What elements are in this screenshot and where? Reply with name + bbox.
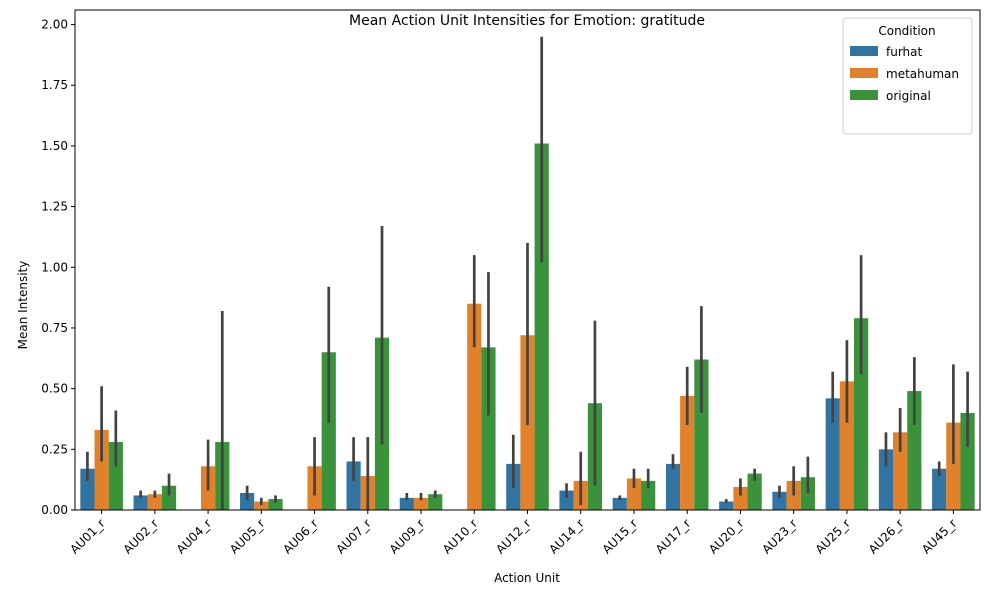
plot-frame bbox=[74, 9, 981, 511]
legend-title: Condition bbox=[878, 24, 935, 38]
y-tick-label: 0.00 bbox=[41, 503, 68, 517]
bar-metahuman bbox=[467, 303, 482, 510]
bar-original bbox=[161, 485, 177, 510]
bar-metahuman bbox=[893, 432, 908, 510]
bar-original bbox=[428, 494, 443, 510]
bar-metahuman bbox=[626, 478, 642, 510]
bar-furhat bbox=[932, 468, 947, 510]
y-tick-label: 1.50 bbox=[41, 139, 68, 153]
bar-furhat bbox=[399, 497, 414, 510]
bar-original bbox=[907, 391, 922, 510]
x-axis-label: Action Unit bbox=[494, 571, 560, 585]
bar-original bbox=[534, 143, 549, 510]
bar-metahuman bbox=[680, 395, 695, 510]
legend: Condition furhat metahuman original bbox=[842, 17, 973, 135]
bar-metahuman bbox=[839, 381, 855, 510]
legend-swatch-original bbox=[850, 90, 878, 100]
legend-label-furhat: furhat bbox=[886, 45, 923, 59]
bar-furhat bbox=[559, 490, 574, 510]
bar-original bbox=[854, 318, 869, 510]
bar-furhat bbox=[878, 449, 894, 510]
bar-metahuman bbox=[733, 486, 748, 510]
bar-original bbox=[481, 347, 496, 510]
bar-metahuman bbox=[413, 497, 429, 510]
y-tick-label: 0.25 bbox=[41, 442, 68, 456]
bar-original bbox=[960, 412, 975, 510]
bar-metahuman bbox=[254, 501, 269, 510]
legend-swatch-furhat bbox=[850, 46, 878, 56]
y-axis-label: Mean Intensity bbox=[16, 261, 30, 350]
y-tick-label: 0.50 bbox=[41, 382, 68, 396]
y-tick-label: 1.00 bbox=[41, 260, 68, 274]
bar-furhat bbox=[665, 463, 681, 510]
bar-furhat bbox=[133, 495, 148, 510]
bar-original bbox=[694, 359, 709, 510]
bar-metahuman bbox=[94, 429, 109, 510]
bar-original bbox=[747, 473, 762, 510]
y-tick-label: 1.25 bbox=[41, 200, 68, 214]
legend-label-original: original bbox=[886, 89, 931, 103]
legend-label-metahuman: metahuman bbox=[886, 67, 959, 81]
bar-metahuman bbox=[147, 494, 162, 510]
bar-furhat bbox=[719, 501, 734, 510]
bar-furhat bbox=[825, 398, 840, 510]
bar-original bbox=[641, 480, 656, 510]
y-tick-label: 0.75 bbox=[41, 321, 68, 335]
bar-furhat bbox=[80, 468, 95, 510]
bar-furhat bbox=[346, 461, 361, 510]
bar-original bbox=[108, 442, 123, 510]
bar-furhat bbox=[240, 493, 255, 510]
y-tick-label: 1.75 bbox=[41, 78, 68, 92]
bar-metahuman bbox=[946, 422, 961, 510]
bar-furhat bbox=[772, 491, 787, 510]
bar-original bbox=[268, 499, 283, 510]
bar-original bbox=[321, 352, 336, 510]
bar-original bbox=[800, 477, 815, 510]
legend-swatch-metahuman bbox=[850, 68, 878, 78]
bar-furhat bbox=[612, 497, 627, 510]
chart-title: Mean Action Unit Intensities for Emotion… bbox=[349, 13, 705, 29]
y-tick-label: 2.00 bbox=[41, 18, 68, 32]
